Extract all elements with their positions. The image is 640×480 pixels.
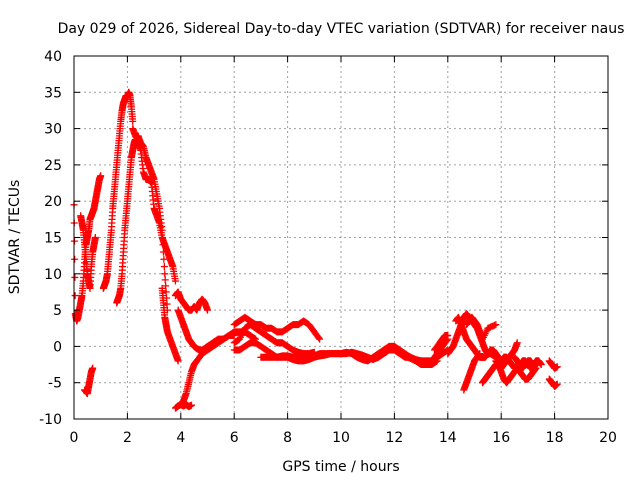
x-tick-label: 20 bbox=[599, 430, 617, 446]
y-tick-label: 35 bbox=[44, 85, 62, 101]
series-trace-h bbox=[158, 284, 182, 365]
data-point bbox=[532, 361, 540, 369]
data-point-dense bbox=[315, 334, 323, 342]
x-tick-label: 14 bbox=[439, 430, 457, 446]
data-point bbox=[158, 226, 166, 234]
data-point-dense bbox=[162, 288, 170, 296]
series-trace-n bbox=[230, 321, 318, 358]
y-tick-label: -5 bbox=[48, 376, 62, 392]
data-point bbox=[316, 335, 324, 343]
series-trace-q bbox=[404, 335, 452, 369]
data-point-dense bbox=[163, 300, 171, 308]
series-trace-i bbox=[171, 288, 211, 314]
x-tick-label: 8 bbox=[283, 430, 292, 446]
series-trace-b bbox=[77, 212, 99, 292]
data-point-dense bbox=[162, 282, 170, 290]
y-tick-label: 10 bbox=[44, 267, 62, 283]
data-point-dense bbox=[160, 263, 168, 271]
data-point bbox=[91, 234, 99, 241]
series-trace-c bbox=[81, 364, 97, 398]
grid bbox=[74, 56, 608, 419]
x-tick-label: 4 bbox=[176, 430, 185, 446]
series-trace-a bbox=[70, 172, 105, 325]
data-point-dense bbox=[159, 248, 167, 256]
y-axis-label: SDTVAR / TECUs bbox=[7, 180, 23, 295]
data-point-dense bbox=[159, 234, 167, 241]
series-trace-f bbox=[129, 125, 179, 285]
data-point bbox=[129, 117, 137, 125]
data-point-dense bbox=[161, 276, 169, 284]
y-tick-label: 5 bbox=[53, 303, 62, 319]
data-point bbox=[161, 270, 169, 278]
series-trace-aa bbox=[524, 357, 540, 372]
data-point-dense bbox=[71, 292, 79, 300]
series-trace-u bbox=[460, 350, 484, 394]
y-tick-label: 40 bbox=[44, 49, 62, 65]
data-markers bbox=[70, 88, 561, 412]
series-trace-d bbox=[99, 88, 137, 292]
data-point bbox=[444, 332, 452, 340]
series-trace-x bbox=[492, 357, 540, 387]
axis-ticks: 0 2 4 6 8 10 12 14 16 18 20 -10 -5 0 5 10 15 20 25 30 35 40 bbox=[39, 49, 617, 446]
data-point bbox=[204, 306, 211, 314]
data-point bbox=[171, 277, 179, 285]
x-tick-label: 2 bbox=[123, 430, 132, 446]
x-tick-label: 10 bbox=[332, 430, 350, 446]
series-trace-ac bbox=[545, 375, 561, 390]
x-tick-label: 12 bbox=[385, 430, 403, 446]
data-point bbox=[513, 339, 521, 347]
x-axis-label: GPS time / hours bbox=[282, 459, 399, 475]
y-tick-label: 20 bbox=[44, 194, 62, 210]
data-point bbox=[187, 401, 195, 409]
series-trace-g bbox=[134, 132, 171, 314]
series-trace-l bbox=[177, 400, 195, 411]
series-trace-k bbox=[171, 328, 260, 412]
x-tick-label: 18 bbox=[546, 430, 564, 446]
data-point-dense bbox=[71, 273, 79, 281]
data-point bbox=[553, 380, 561, 388]
series-trace-y bbox=[497, 339, 521, 372]
chart-title: Day 029 of 2026, Sidereal Day-to-day VTE… bbox=[58, 21, 625, 37]
data-point bbox=[89, 364, 97, 372]
data-point-dense bbox=[159, 241, 167, 249]
data-point bbox=[492, 321, 500, 329]
x-tick-label: 16 bbox=[492, 430, 510, 446]
y-tick-label: -10 bbox=[39, 412, 62, 428]
data-point bbox=[553, 363, 561, 371]
y-tick-label: 0 bbox=[53, 339, 62, 355]
x-tick-label: 0 bbox=[70, 430, 79, 446]
data-point bbox=[174, 357, 182, 365]
data-point-dense bbox=[71, 255, 79, 263]
series-trace-ab bbox=[545, 357, 561, 372]
x-tick-label: 6 bbox=[230, 430, 239, 446]
y-tick-label: 25 bbox=[44, 158, 62, 174]
series-trace-v bbox=[462, 313, 500, 343]
y-tick-label: 15 bbox=[44, 231, 62, 247]
data-point bbox=[476, 350, 484, 358]
data-point-dense bbox=[160, 255, 168, 263]
data-point bbox=[97, 172, 105, 180]
series-trace-t bbox=[452, 313, 505, 365]
y-tick-label: 30 bbox=[44, 122, 62, 138]
series-trace-r bbox=[430, 332, 452, 354]
